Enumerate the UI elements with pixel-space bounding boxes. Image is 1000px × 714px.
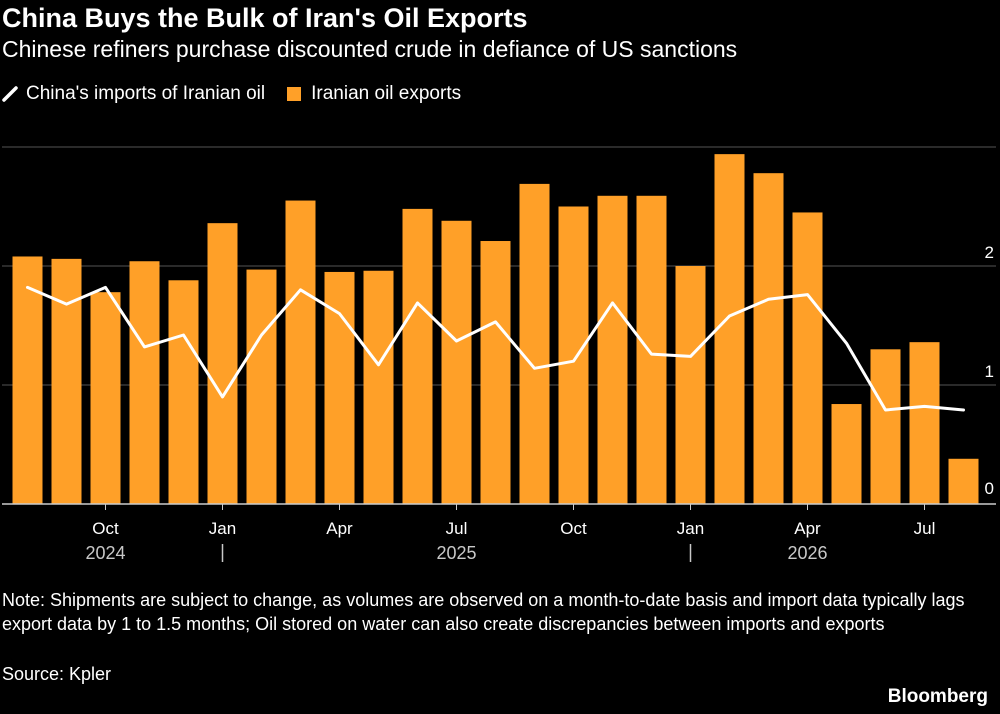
bar — [948, 458, 979, 504]
year-label: 2026 — [787, 543, 827, 563]
line-point — [338, 312, 341, 315]
line-point — [377, 363, 380, 366]
line-point — [65, 302, 68, 306]
line-point — [611, 301, 614, 305]
chart-source: Source: Kpler — [2, 664, 112, 684]
line-point — [572, 360, 575, 363]
bar — [285, 200, 316, 505]
x-axis — [2, 503, 996, 562]
bar — [402, 208, 433, 504]
y-tick-label: 0 — [985, 479, 994, 498]
bar — [792, 212, 823, 504]
y-tick-label: 2 — [985, 243, 994, 262]
bar-swatch-icon — [287, 87, 302, 101]
legend-line-label: China's imports of Iranian oil — [26, 83, 266, 104]
line-point — [26, 286, 29, 289]
line-series — [26, 285, 965, 412]
bar — [753, 173, 784, 504]
chart-note: Note: Shipments are subject to change, a… — [2, 590, 965, 634]
line-point — [494, 320, 497, 324]
bar — [90, 292, 121, 504]
x-tick-label: Oct — [560, 519, 587, 538]
line-point — [728, 314, 731, 318]
bar-series — [12, 154, 979, 505]
legend: China's imports of Iranian oil Iranian o… — [2, 80, 483, 108]
bar — [363, 270, 394, 504]
legend-item-bar: Iranian oil exports — [287, 83, 461, 105]
line-point — [689, 355, 692, 358]
bar — [441, 220, 472, 504]
bar — [597, 195, 628, 504]
bar — [636, 195, 667, 504]
legend-bar-label: Iranian oil exports — [311, 83, 462, 104]
x-tick-label: Jan — [209, 519, 236, 538]
line-point — [104, 286, 107, 289]
line-point — [845, 342, 848, 345]
bar — [675, 266, 706, 504]
x-tick-label: Jan — [677, 519, 704, 538]
line-point — [221, 395, 224, 399]
line-point — [923, 405, 926, 408]
line-point — [299, 288, 302, 291]
x-tick-label: Apr — [326, 519, 353, 538]
y-tick-label: 3M B/d — [940, 140, 994, 141]
line-point — [455, 339, 458, 343]
bar — [714, 154, 745, 504]
bloomberg-logo: Bloomberg — [887, 686, 988, 707]
x-tick-label: Apr — [794, 519, 821, 538]
bar — [12, 256, 43, 504]
line-point — [143, 345, 146, 349]
line-point — [962, 408, 965, 412]
chart-plot: 3M B/d 2 1 0 Oct Jan Apr Jul Oct Jan Apr Jul 2024 202… — [2, 140, 996, 563]
line-point — [533, 367, 536, 370]
bar — [519, 183, 550, 504]
axis-labels: 3M B/d 2 1 0 Oct Jan Apr Jul Oct Jan Apr Jul 2024 202… — [85, 140, 994, 563]
chart-title: China Buys the Bulk of Iran's Oil Export… — [2, 3, 528, 33]
bar — [558, 206, 589, 504]
year-label: 2025 — [436, 543, 476, 563]
x-tick-label: Oct — [92, 519, 119, 538]
bar — [51, 258, 82, 504]
legend-item-line: China's imports of Iranian oil — [2, 83, 265, 105]
line-point — [767, 298, 770, 301]
chart-subtitle: Chinese refiners purchase discounted cru… — [2, 36, 738, 62]
bar — [129, 261, 160, 504]
line-point — [182, 333, 185, 337]
line-point — [416, 301, 419, 305]
line-point — [650, 352, 653, 356]
bar — [168, 280, 199, 504]
year-label: 2024 — [85, 543, 125, 563]
bar — [480, 241, 511, 504]
x-tick-label: Jul — [446, 519, 468, 538]
line-point — [806, 293, 809, 296]
bar — [909, 342, 940, 504]
bar — [870, 349, 901, 504]
bar — [831, 404, 862, 504]
line-point — [884, 408, 887, 412]
line-point — [260, 333, 263, 337]
y-tick-label: 1 — [985, 362, 994, 381]
x-tick-label: Jul — [914, 519, 936, 538]
bar — [246, 269, 277, 504]
bar — [207, 223, 238, 504]
line-swatch-icon — [2, 86, 18, 102]
bar — [324, 271, 355, 504]
